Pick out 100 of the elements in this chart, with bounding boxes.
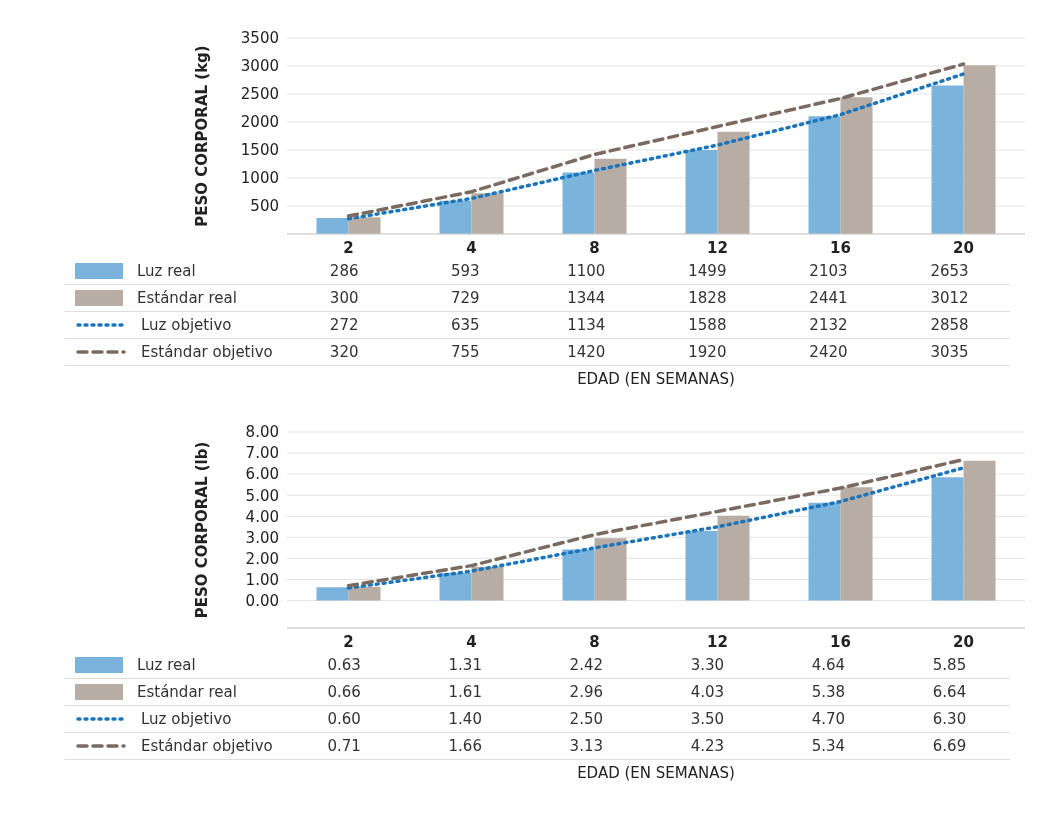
y-tick-label: 0.00 [245,591,279,610]
bar [594,538,627,601]
y-tick-label: 1000 [240,169,279,188]
y-tick-label: 4.00 [245,507,279,526]
y-tick-label: 3000 [240,57,279,76]
y-tick-label: 3500 [240,29,279,48]
bar [562,549,595,601]
x-tick-label: 20 [953,632,974,651]
legend-label: Estándar real [137,683,237,701]
data-label: 5.38 [810,683,847,701]
y-tick-label: 2500 [240,85,279,104]
data-label: 286 [328,262,360,280]
data-label: 1.66 [447,737,483,755]
data-label: 6.69 [931,737,968,755]
data-label: 1499 [687,262,728,280]
data-label: 4.64 [810,656,847,674]
bar [717,131,750,234]
bar [439,572,472,601]
legend-label: Luz real [137,262,196,280]
data-label: 635 [449,316,481,334]
y-tick-label: 1.00 [245,570,279,589]
data-label: 0.60 [326,710,362,728]
y-axis-title: PESO CORPORAL (lb) [193,441,212,619]
x-tick-label: 8 [589,632,600,651]
x-tick-label: 2 [343,632,354,651]
data-label: 2.50 [568,710,604,728]
data-label: 0.63 [326,656,362,674]
data-label: 2653 [929,262,970,280]
bar [594,158,627,234]
bar [963,65,996,234]
data-label: 2.42 [568,656,604,674]
data-label: 320 [328,343,360,361]
x-axis-title: EDAD (EN SEMANAS) [576,370,736,388]
data-label: 272 [328,316,360,334]
data-label: 2441 [808,289,849,307]
data-label: 1588 [687,316,728,334]
data-label: 3.30 [689,656,726,674]
bar [316,217,349,234]
bar [348,586,381,601]
data-label: 300 [328,289,360,307]
x-axis-title: EDAD (EN SEMANAS) [576,764,736,782]
x-tick-label: 4 [466,632,477,651]
y-tick-label: 3.00 [245,528,279,547]
bar [348,217,381,234]
y-tick-label: 7.00 [245,444,279,463]
bar [439,200,472,234]
data-label: 2132 [808,316,849,334]
y-tick-label: 2000 [240,113,279,132]
bar [471,193,504,234]
legend-label: Estándar objetivo [141,737,273,755]
bar [840,97,873,234]
data-label: 1.40 [447,710,483,728]
data-label: 3.50 [689,710,726,728]
bar [931,85,964,234]
data-label: 1100 [566,262,607,280]
legend-label: Estándar objetivo [141,343,273,361]
data-label: 3.13 [568,737,604,755]
data-label: 2420 [808,343,849,361]
bar [963,460,996,601]
data-label: 4.70 [810,710,847,728]
data-label: 6.64 [931,683,968,701]
data-label: 1134 [566,316,607,334]
data-label: 1.31 [447,656,483,674]
bar [471,566,504,601]
data-label: 1344 [566,289,607,307]
data-label: 3035 [929,343,970,361]
y-tick-label: 500 [250,197,279,216]
data-label: 0.66 [326,683,362,701]
x-tick-label: 8 [589,238,600,257]
y-tick-label: 2.00 [245,549,279,568]
y-axis-title: PESO CORPORAL (kg) [193,45,212,227]
x-tick-label: 16 [830,632,851,651]
x-tick-label: 12 [707,238,728,257]
data-label: 0.71 [326,737,362,755]
data-label: 3012 [929,289,970,307]
data-label: 1420 [566,343,607,361]
bar [808,502,841,601]
bar [316,587,349,601]
legend-label: Estándar real [137,289,237,307]
legend-label: Luz objetivo [141,316,232,334]
x-tick-label: 12 [707,632,728,651]
data-label: 4.23 [689,737,726,755]
data-label: 5.85 [931,656,968,674]
y-tick-label: 8.00 [245,423,279,442]
bar [840,487,873,601]
bar [685,150,718,234]
y-tick-label: 5.00 [245,486,279,505]
data-label: 4.03 [689,683,726,701]
data-label: 5.34 [810,737,847,755]
data-label: 593 [449,262,481,280]
legend-label: Luz objetivo [141,710,232,728]
data-label: 1920 [687,343,728,361]
x-tick-label: 2 [343,238,354,257]
x-tick-label: 4 [466,238,477,257]
data-label: 1.61 [447,683,483,701]
data-label: 2.96 [568,683,604,701]
data-label: 2858 [929,316,970,334]
bar [685,531,718,601]
bar [808,116,841,234]
bar [562,172,595,234]
